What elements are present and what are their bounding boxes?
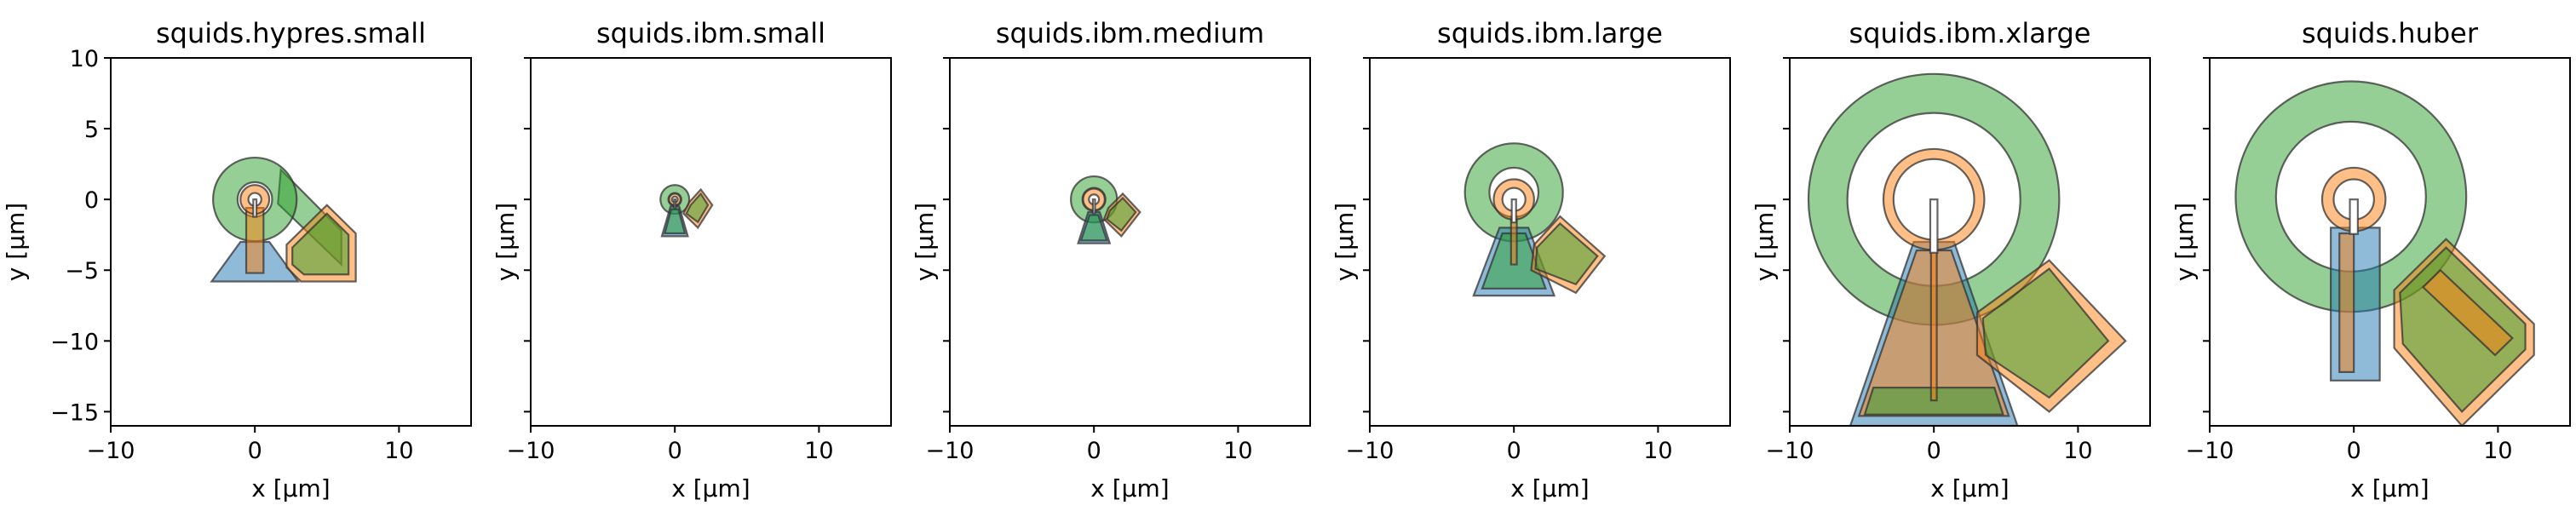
subplot-2: squids.ibm.medium −10 0 10 x [µm] y [µm]: [911, 17, 1311, 502]
loop-ring: [668, 192, 682, 207]
x-tick-label: 10: [1643, 438, 1672, 464]
fc-center-polygon: [291, 212, 350, 276]
loop-slot: [1929, 198, 1939, 254]
loop-slot: [673, 198, 677, 210]
loop-ring: [1882, 147, 1986, 251]
subplot-title: squids.ibm.large: [1437, 17, 1663, 49]
x-tick-label: −10: [926, 438, 975, 464]
x-axis-label: x [µm]: [1930, 474, 2009, 502]
loop-ring: [1082, 187, 1106, 211]
y-tick-label: −15: [50, 399, 99, 426]
pl-polygon: [2338, 232, 2355, 373]
loop-ring: [1492, 178, 1535, 221]
plot-area: [659, 184, 714, 238]
y-axis-label: y [µm]: [2171, 203, 2199, 281]
x-tick-label: 0: [2347, 438, 2361, 464]
subplot-3: squids.ibm.large −10 0 10 x [µm] y [µm]: [1331, 17, 1731, 502]
axes-frame: [949, 57, 1311, 427]
loop-slot: [1091, 198, 1096, 215]
plot-area: [2234, 80, 2535, 426]
fc-slot-polygon: [2421, 268, 2514, 357]
x-tick-label: −10: [507, 438, 555, 464]
subplot-5: squids.huber −10 0 10 x [µm] y [µm]: [2171, 17, 2571, 502]
x-axis-label: x [µm]: [1090, 474, 1169, 502]
axes-frame: [2209, 57, 2571, 427]
x-tick-label: −10: [1766, 438, 1814, 464]
subplot-title: squids.hypres.small: [156, 17, 426, 49]
axes-frame: [1369, 57, 1731, 427]
fc-center-polygon: [1981, 267, 2110, 399]
pl-inner-polygon: [663, 208, 687, 235]
fc-center-polygon: [1106, 196, 1137, 233]
x-axis-label: x [µm]: [1510, 474, 1589, 502]
plot-area: [210, 157, 357, 283]
washer-ring: [1463, 142, 1564, 243]
x-tick-label: 10: [384, 438, 413, 464]
x-tick-label: −10: [2186, 438, 2234, 464]
y-axis-label: y [µm]: [492, 203, 520, 281]
plot-area: [1070, 175, 1141, 244]
loop-ring: [2320, 166, 2387, 233]
axes-frame: [110, 57, 472, 427]
subplot-1: squids.ibm.small −10 0 10 x [µm] y [µm]: [492, 17, 892, 502]
pl-polygon: [1509, 215, 1518, 266]
washer-ring: [2234, 80, 2468, 313]
y-tick-label: 0: [84, 187, 99, 214]
subplot-title: squids.ibm.xlarge: [1849, 17, 2091, 49]
pl-polygon: [1929, 240, 1938, 402]
x-tick-label: 0: [1507, 438, 1521, 464]
x-tick-label: −10: [1346, 438, 1394, 464]
x-tick-label: 0: [668, 438, 682, 464]
x-tick-label: 10: [2483, 438, 2512, 464]
x-axis-label: x [µm]: [251, 474, 330, 502]
x-tick-label: 0: [1927, 438, 1941, 464]
y-axis-label: y [µm]: [1751, 203, 1779, 281]
fc-center-polygon: [1534, 221, 1599, 286]
x-tick-label: 0: [248, 438, 262, 464]
washer-ring: [1807, 72, 2061, 327]
axes-frame: [530, 57, 892, 427]
pl-shield-polygon: [2330, 227, 2381, 382]
pl-polygon: [244, 207, 265, 274]
y-tick-label: 10: [70, 46, 99, 72]
y-tick-label: −10: [50, 329, 99, 355]
x-axis-label: x [µm]: [2350, 474, 2429, 502]
y-axis-label: y [µm]: [911, 203, 939, 281]
y-tick-label: 5: [84, 117, 99, 143]
x-tick-label: 10: [1223, 438, 1252, 464]
subplot-title: squids.ibm.small: [596, 17, 825, 49]
loop-slot: [252, 198, 258, 218]
plot-area: [1807, 72, 2127, 426]
x-axis-label: x [µm]: [671, 474, 750, 502]
pl-inner-polygon: [1079, 214, 1108, 242]
loop-slot: [1510, 198, 1517, 224]
axes-frame: [1789, 57, 2151, 427]
subplot-4: squids.ibm.xlarge −10 0 10 x [µm] y [µm]: [1751, 17, 2151, 502]
loop-slot: [2349, 198, 2359, 235]
x-tick-label: 10: [2063, 438, 2092, 464]
x-tick-label: −10: [87, 438, 135, 464]
x-tick-label: 10: [804, 438, 833, 464]
subplot-0: squids.hypres.small −10 0 10 x [µm] 10 5 0 −5 −10…: [2, 17, 472, 502]
plot-area: [1463, 142, 1607, 297]
loop-ring: [239, 184, 271, 215]
subplot-title: squids.huber: [2302, 17, 2479, 49]
subplot-title: squids.ibm.medium: [996, 17, 1264, 49]
fc-center-polygon: [685, 192, 710, 224]
y-axis-label: y [µm]: [1331, 203, 1359, 281]
x-tick-label: 0: [1087, 438, 1101, 464]
y-tick-label: −5: [65, 258, 99, 284]
y-axis-label: y [µm]: [2, 203, 30, 281]
